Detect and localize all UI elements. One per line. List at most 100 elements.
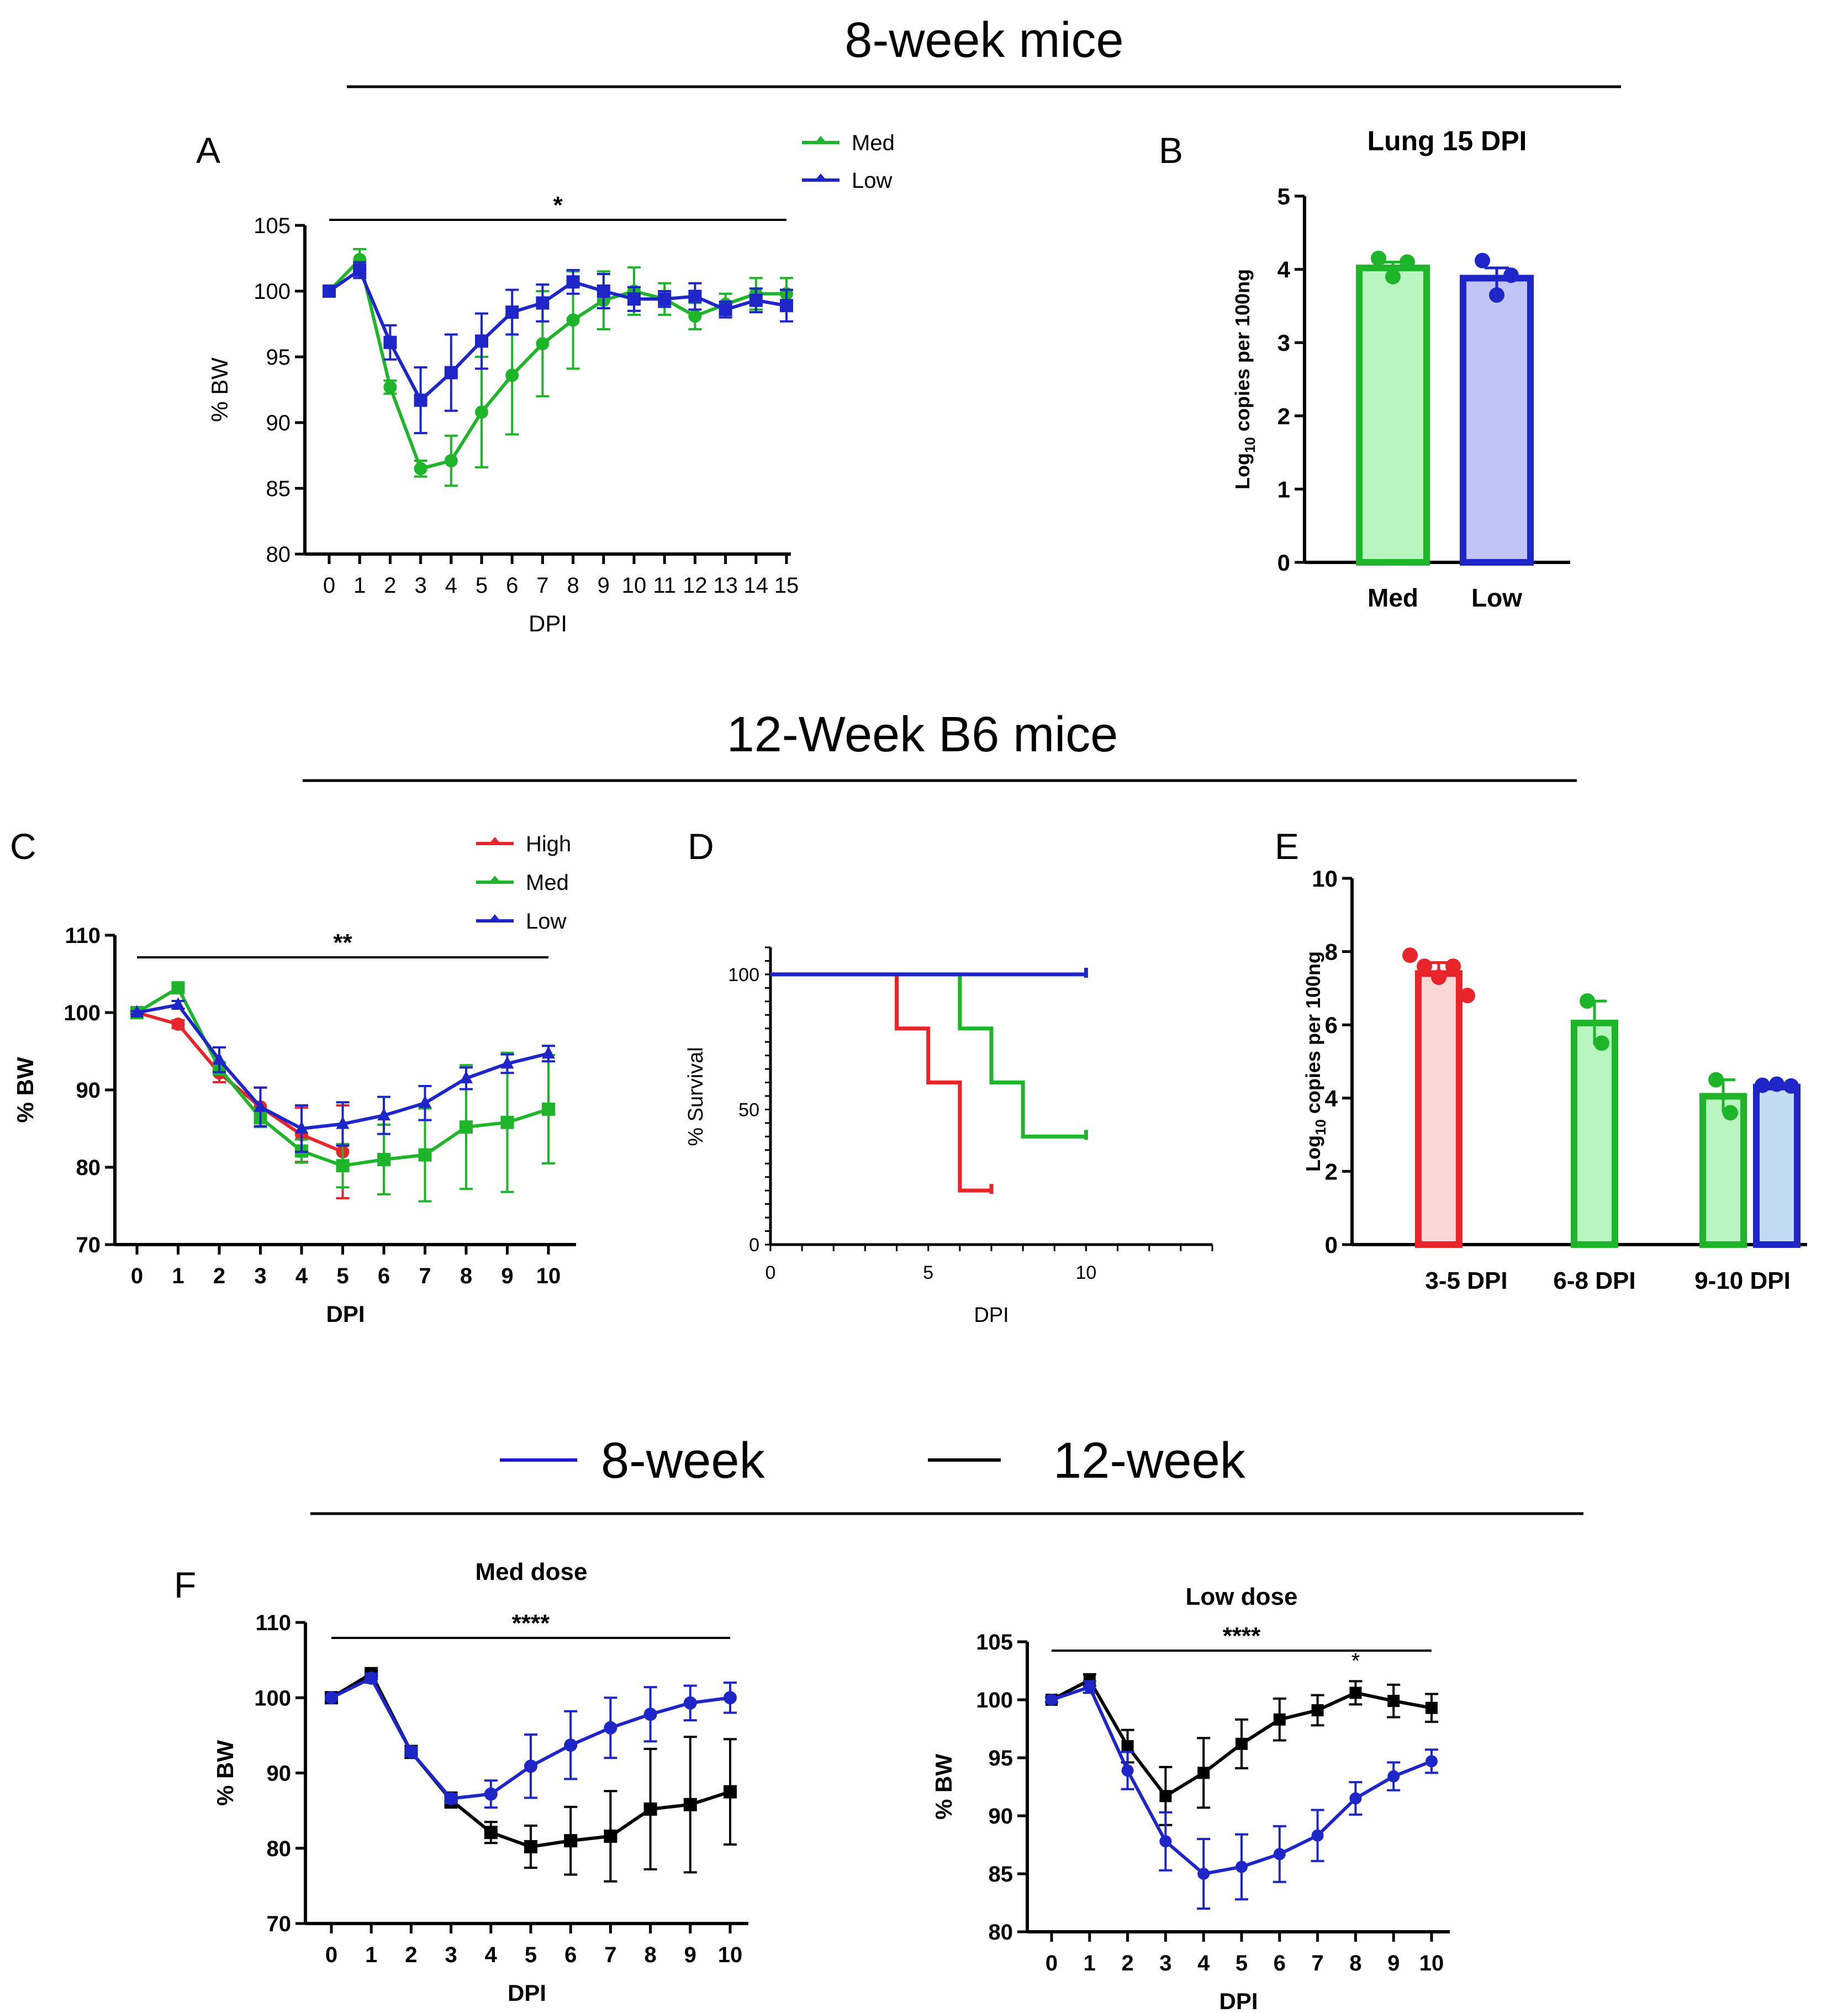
data-point — [365, 1671, 378, 1685]
data-point — [719, 303, 732, 317]
data-point — [724, 1785, 737, 1799]
data-point — [1197, 1767, 1210, 1779]
y-tick-label: 90 — [267, 1762, 292, 1786]
x-tick-label: 3 — [445, 1943, 457, 1967]
y-tick-label: 80 — [76, 1156, 101, 1180]
data-point — [460, 1071, 473, 1083]
y-tick-label: 80 — [989, 1920, 1013, 1945]
data-point — [1159, 1835, 1172, 1848]
x-tick-label: 10 — [1076, 1262, 1097, 1283]
data-point — [1708, 1072, 1724, 1088]
y-tick-label: 100 — [254, 1686, 291, 1710]
y-tick-label: 8 — [1325, 939, 1338, 965]
y-tick-label: 70 — [76, 1233, 101, 1257]
x-tick-label: 4 — [485, 1943, 498, 1967]
data-point — [1083, 1680, 1096, 1693]
data-point — [1311, 1704, 1324, 1716]
data-point — [1417, 958, 1432, 974]
data-point — [414, 462, 427, 476]
x-tick-label: 1 — [365, 1943, 377, 1967]
x-tick-label: 9-10 DPI — [1694, 1267, 1791, 1294]
significance-label: * — [553, 192, 563, 219]
data-point — [658, 292, 672, 306]
data-point — [542, 1103, 555, 1116]
x-axis-label: DPI — [508, 1980, 546, 2006]
series-low — [130, 997, 555, 1153]
x-tick-label: 0 — [1046, 1951, 1058, 1975]
y-tick-label: 3 — [1277, 330, 1290, 356]
x-tick-label: 10 — [718, 1943, 743, 1967]
data-point — [536, 337, 550, 351]
data-point — [1425, 1701, 1438, 1714]
panel-label-e: E — [1275, 826, 1299, 867]
x-tick-label: 10 — [536, 1264, 561, 1288]
y-tick-label: 80 — [266, 542, 291, 567]
data-point — [1121, 1764, 1134, 1777]
x-tick-label: 1 — [353, 573, 366, 598]
data-point — [1385, 268, 1401, 284]
data-point — [325, 1691, 338, 1705]
data-point — [564, 1738, 578, 1752]
header-8-week-mice: 8-week mice — [844, 13, 1123, 68]
data-point — [1235, 1861, 1248, 1873]
data-point — [500, 1115, 514, 1129]
x-tick-label: 9 — [501, 1264, 513, 1288]
data-point — [1489, 287, 1504, 303]
data-point — [749, 293, 763, 307]
x-tick-label: Med — [1367, 583, 1418, 612]
y-tick-label: 100 — [976, 1688, 1013, 1712]
panel-label-d: D — [688, 826, 714, 867]
data-point — [404, 1745, 418, 1759]
chart-f-low-dose: 80 85 90 95 100 105 0 1 2 3 4 5 6 7 8 9 10 DPI % BW Low dos… — [931, 1583, 1450, 2013]
y-axis-label: Log10 copies per 100ng — [1231, 269, 1258, 489]
data-point — [1431, 969, 1446, 986]
data-point — [1425, 1755, 1438, 1768]
data-point — [475, 334, 488, 348]
data-point — [524, 1840, 537, 1854]
y-tick-label: 10 — [1312, 866, 1338, 892]
x-tick-label: 4 — [445, 573, 457, 598]
data-point — [505, 368, 519, 382]
survival-line-high — [770, 972, 991, 1193]
data-point — [1400, 254, 1415, 270]
chart-title: Low dose — [1186, 1583, 1298, 1610]
y-axis-label: % Survival — [684, 1047, 707, 1146]
y-tick-label: 100 — [64, 1001, 101, 1025]
significance-label: **** — [1223, 1622, 1261, 1650]
y-tick-label: 90 — [989, 1804, 1013, 1828]
x-tick-label: 9 — [1387, 1951, 1400, 1975]
data-point — [688, 309, 702, 323]
x-tick-label: 8 — [1349, 1951, 1361, 1975]
y-axis-label-subscript: 10 — [1242, 437, 1258, 453]
data-point — [542, 1046, 555, 1059]
chart-d-survival: 0 50 100 0 5 10 DPI % Survival — [684, 946, 1213, 1327]
y-tick-label: 0 — [1325, 1232, 1338, 1258]
panel-label-c: C — [10, 826, 36, 867]
data-point — [1371, 250, 1386, 266]
y-tick-label: 90 — [266, 411, 291, 435]
y-tick-label: 110 — [255, 1611, 291, 1635]
bar — [1753, 1083, 1801, 1248]
data-point — [688, 289, 702, 303]
y-tick-label: 95 — [989, 1746, 1013, 1770]
x-tick-label: 9 — [598, 573, 610, 598]
y-axis-label-part: Log — [1302, 1135, 1324, 1172]
data-point — [1349, 1687, 1362, 1699]
panel-label-f: F — [174, 1564, 196, 1605]
series-line — [328, 256, 786, 471]
x-tick-label: 5 — [1235, 1951, 1248, 1975]
x-tick-label: 4 — [295, 1264, 308, 1288]
panel-label-b: B — [1159, 130, 1183, 171]
data-point — [1755, 1077, 1770, 1093]
x-tick-label: 3-5 DPI — [1425, 1267, 1507, 1294]
x-tick-label: 5 — [476, 573, 488, 598]
x-tick-label: 8 — [644, 1943, 656, 1967]
x-tick-label: 0 — [131, 1264, 143, 1288]
y-tick-label: 100 — [254, 280, 291, 304]
data-point — [1783, 1078, 1799, 1094]
data-point — [377, 1153, 390, 1166]
legend-marker — [489, 837, 500, 844]
chart-b-lung-15dpi: 0 1 2 3 4 5 Log10 copies per 100ng Lung 15 DPI M… — [1231, 125, 1570, 612]
